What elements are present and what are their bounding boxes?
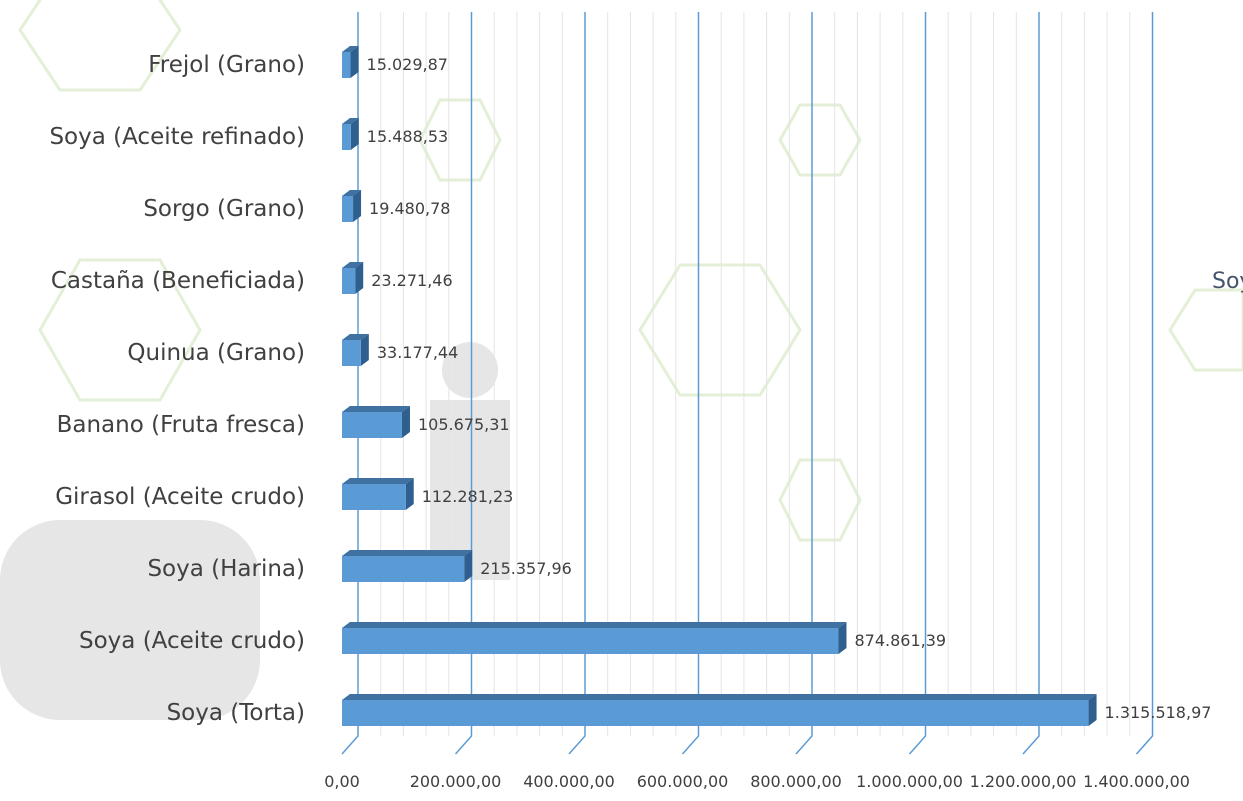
bar [342,412,402,438]
x-tick-label: 1.000.000,00 [856,772,963,791]
grid-line [1137,12,1153,754]
x-tick-label: 1.200.000,00 [970,772,1077,791]
x-tick-label: 800.000,00 [750,772,842,791]
value-label: 874.861,39 [854,631,946,650]
bar-top [342,478,414,484]
value-label: 33.177,44 [377,343,458,362]
value-label: 105.675,31 [418,415,510,434]
y-tick-label: Girasol (Aceite crudo) [55,484,305,510]
value-label: 15.488,53 [367,127,448,146]
value-label: 19.480,78 [369,199,450,218]
bar-top [342,694,1097,700]
bar [342,484,406,510]
annotation: Soy [1212,269,1243,294]
x-tick-label: 0,00 [324,772,360,791]
bar [342,268,355,294]
y-tick-label: Sorgo (Grano) [143,196,305,222]
x-tick-label: 600.000,00 [637,772,729,791]
value-label: 23.271,46 [371,271,452,290]
value-label: 1.315.518,97 [1105,703,1212,722]
bar [342,340,361,366]
x-tick-label: 400.000,00 [523,772,615,791]
bar [342,628,838,654]
y-tick-label: Quinua (Grano) [127,340,305,366]
bar [342,700,1089,726]
y-tick-label: Soya (Aceite crudo) [79,628,305,654]
y-tick-label: Soya (Torta) [167,700,305,726]
value-label: 15.029,87 [367,55,448,74]
value-label: 112.281,23 [422,487,514,506]
y-tick-label: Soya (Harina) [147,556,305,582]
y-tick-label: Frejol (Grano) [148,52,305,78]
y-tick-label: Castaña (Beneficiada) [51,268,305,294]
y-tick-label: Banano (Fruta fresca) [57,412,305,438]
bar-top [342,550,472,556]
y-tick-label: Soya (Aceite refinado) [49,124,305,150]
x-tick-label: 200.000,00 [410,772,502,791]
bar [342,196,353,222]
x-tick-label: 1.400.000,00 [1083,772,1190,791]
grid-line [1023,12,1039,754]
chart: Soy 0,00 200.000,00 400.000,00 600.000,00 80… [0,0,1243,801]
value-label: 215.357,96 [480,559,572,578]
bar [342,52,351,78]
bar-top [342,406,410,412]
background-silhouette [0,342,510,720]
bar [342,124,351,150]
bar [342,556,464,582]
bar-top [342,622,846,628]
